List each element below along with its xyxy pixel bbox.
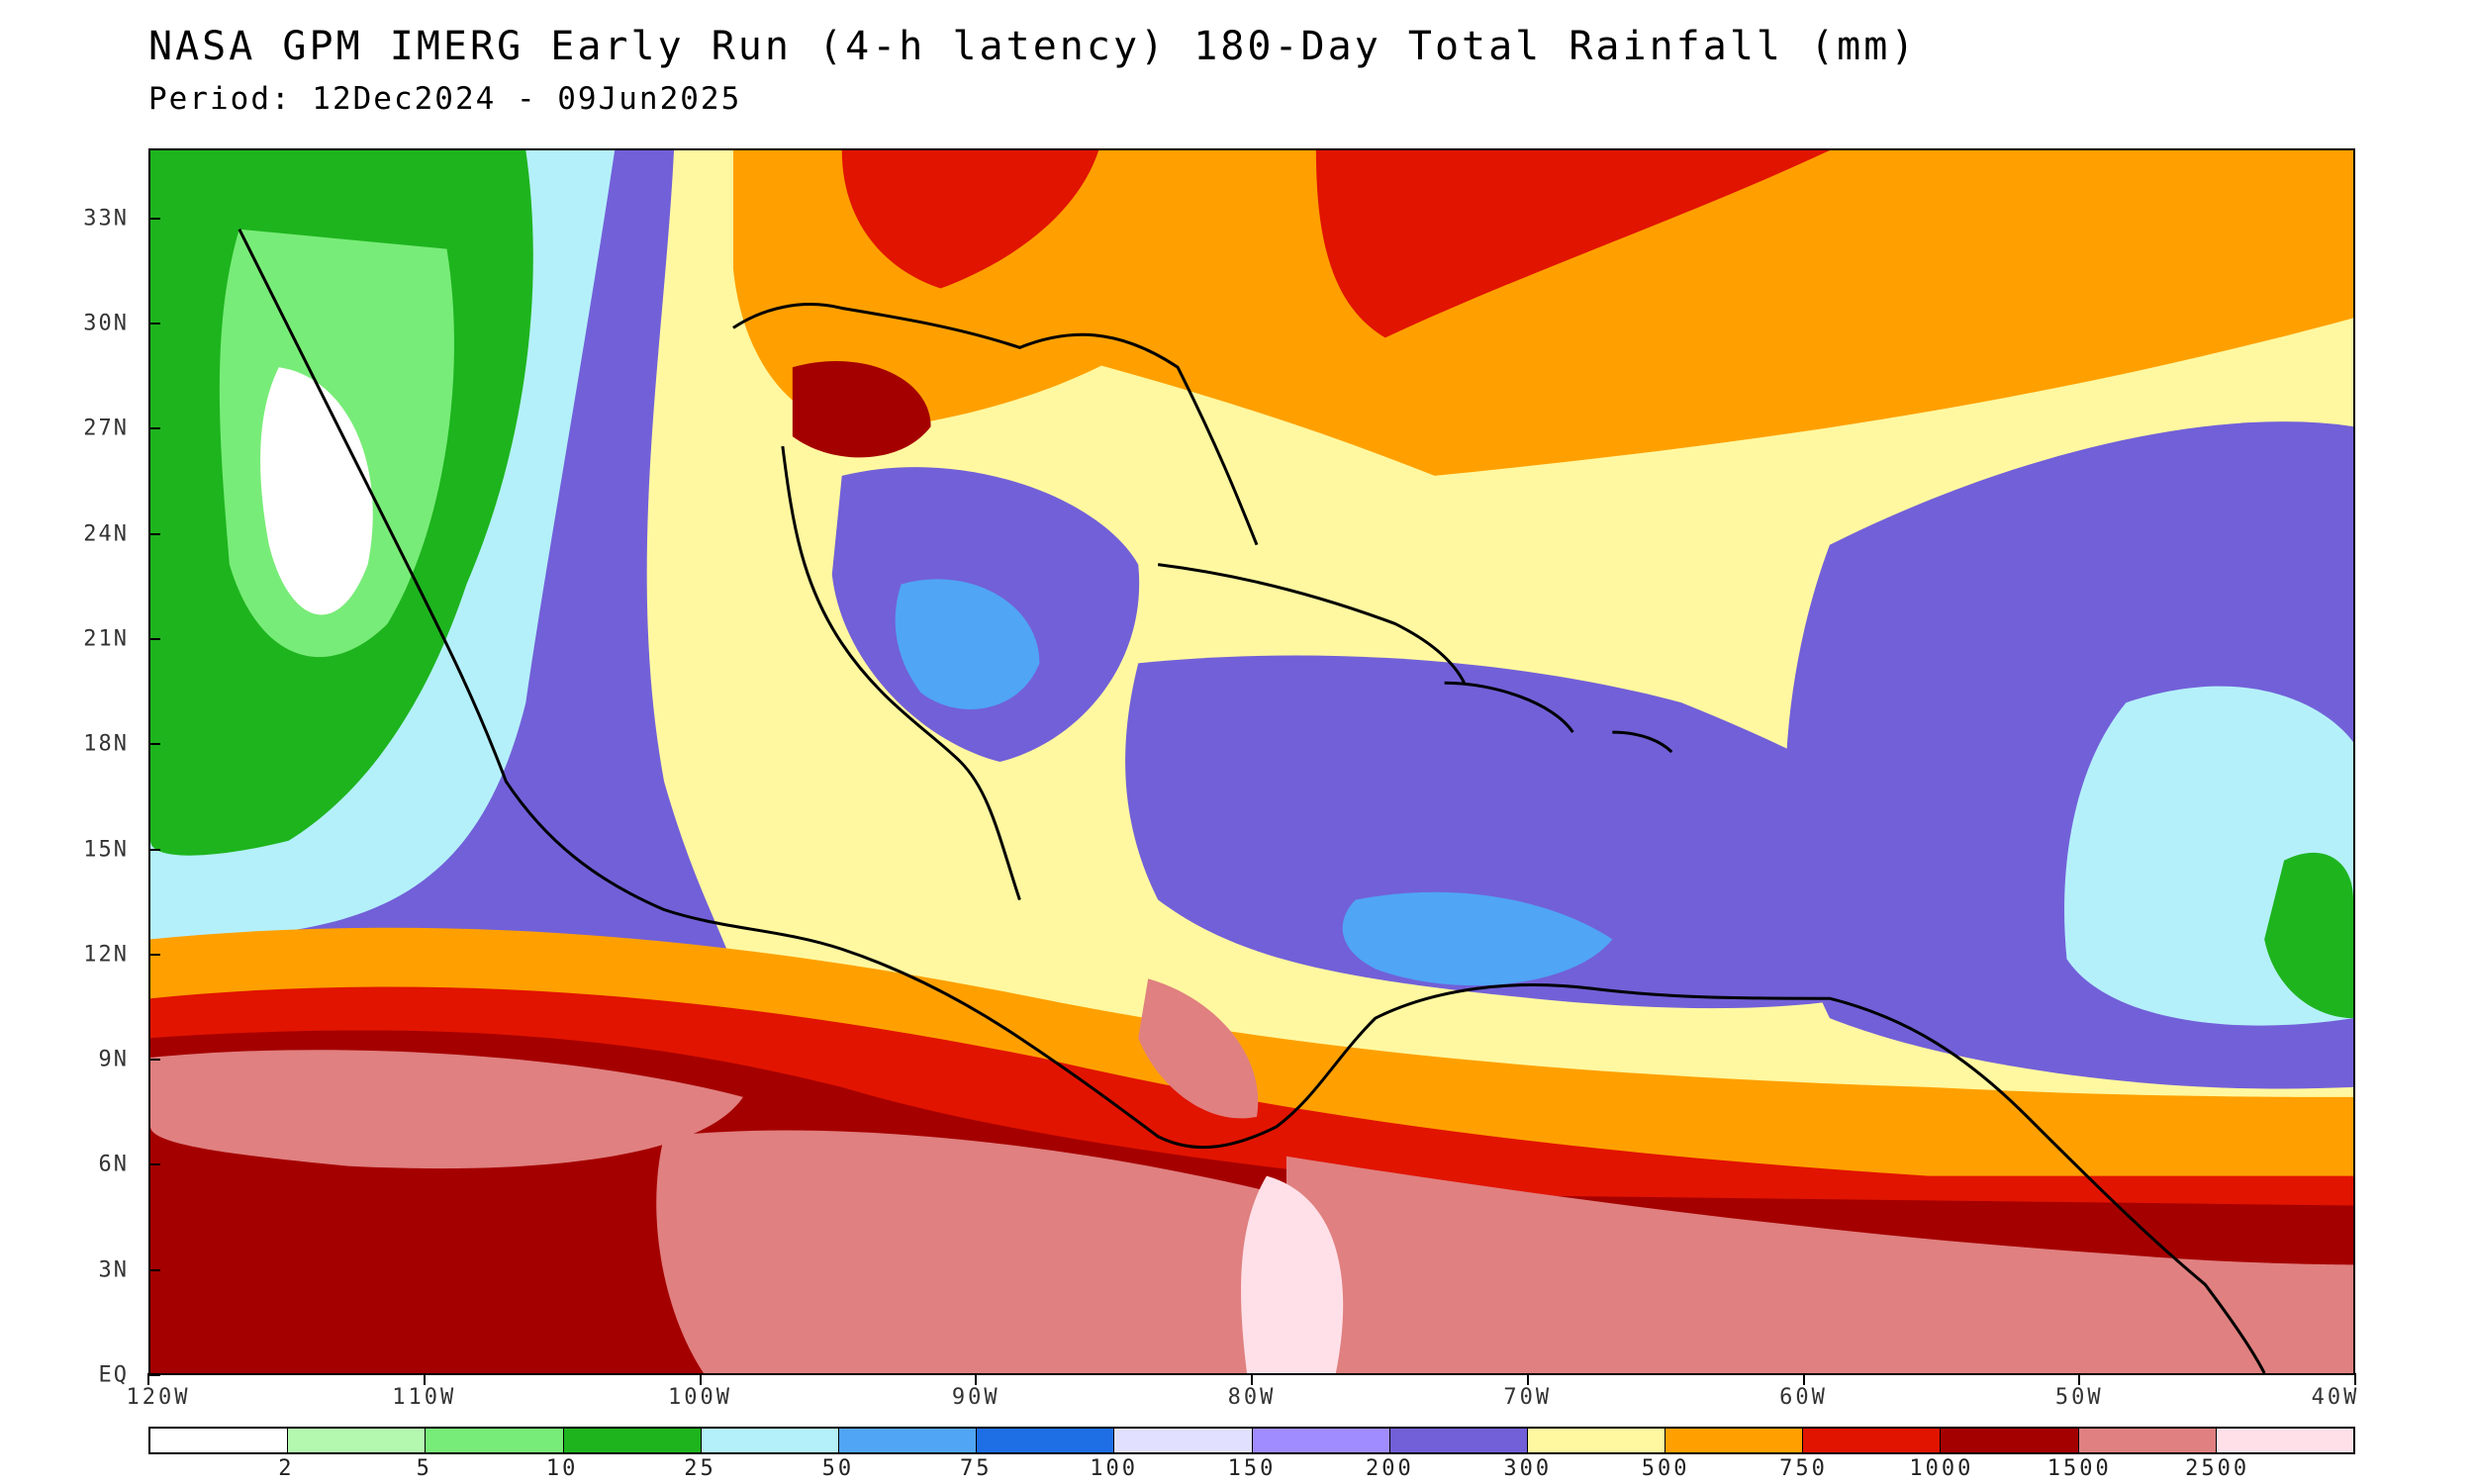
legend-swatch [563, 1429, 702, 1452]
map-period: Period: 12Dec2024 - 09Jun2025 [148, 81, 742, 117]
atlantic-east-green [2264, 852, 2353, 1019]
legend-label: 300 [1503, 1456, 1553, 1481]
longitude-tick-mark [1802, 1373, 1805, 1385]
legend-swatch [288, 1429, 427, 1452]
longitude-tick-mark [423, 1373, 426, 1385]
longitude-tick-label: 110W [392, 1385, 457, 1410]
legend-label: 2500 [2185, 1456, 2250, 1481]
latitude-tick-label: 21N [83, 626, 129, 652]
legend-swatch [2216, 1429, 2353, 1452]
rainfall-field [150, 150, 2353, 1373]
legend-label: 500 [1641, 1456, 1690, 1481]
latitude-tick-label: 24N [83, 521, 129, 547]
caribbean-blue [1342, 891, 1613, 986]
colombia-lightpink [1241, 1175, 1344, 1373]
legend-swatch [1527, 1429, 1666, 1452]
desert-white [260, 367, 373, 615]
latitude-tick-mark [148, 1268, 160, 1271]
legend-label: 100 [1090, 1456, 1138, 1481]
legend-colorbar [148, 1427, 2355, 1454]
longitude-tick-mark [2354, 1373, 2356, 1385]
latitude-tick-label: 18N [83, 731, 129, 757]
legend-swatch [977, 1429, 1115, 1452]
latitude-tick-mark [148, 427, 160, 430]
longitude-tick-label: 90W [951, 1385, 1000, 1410]
texas-coast-red [792, 361, 931, 458]
latitude-tick-mark [148, 532, 160, 535]
latitude-tick-label: 3N [98, 1257, 129, 1283]
longitude-tick-label: 100W [668, 1385, 732, 1410]
latitude-tick-mark [148, 1163, 160, 1166]
south-america-pink [1285, 1156, 2353, 1373]
map-title: NASA GPM IMERG Early Run (4-h latency) 1… [148, 24, 1918, 69]
coastlines [238, 229, 2266, 1373]
latitude-tick-label: 27N [83, 416, 129, 441]
latitude-tick-mark [148, 1374, 160, 1376]
legend-swatch [1389, 1429, 1528, 1452]
latitude-tick-mark [148, 953, 160, 956]
latitude-tick-mark [148, 638, 160, 640]
legend-label: 5 [416, 1456, 432, 1481]
longitude-tick-mark [975, 1373, 978, 1385]
latitude-tick-label: 15N [83, 837, 129, 863]
longitude-tick-mark [699, 1373, 702, 1385]
legend-label: 75 [960, 1456, 993, 1481]
longitude-tick-mark [2078, 1373, 2081, 1385]
longitude-tick-label: 80W [1227, 1385, 1277, 1410]
legend-swatch [1803, 1429, 1942, 1452]
latitude-tick-label: 30N [83, 311, 129, 336]
legend-swatch [1665, 1429, 1804, 1452]
legend-swatch [1252, 1429, 1390, 1452]
legend-label: 200 [1366, 1456, 1414, 1481]
longitude-tick-label: 70W [1503, 1385, 1553, 1410]
legend-swatch [2078, 1429, 2217, 1452]
latitude-tick-label: 6N [98, 1152, 129, 1177]
rainfall-map[interactable] [148, 148, 2355, 1375]
latitude-tick-label: 9N [98, 1047, 129, 1072]
legend-swatch [426, 1429, 564, 1452]
itcz-pink-west [150, 1050, 743, 1169]
legend-label: 1500 [2046, 1456, 2112, 1481]
latitude-tick-label: 33N [83, 206, 129, 232]
legend-swatch [150, 1429, 289, 1452]
legend-label: 10 [545, 1456, 579, 1481]
longitude-tick-label: 40W [2311, 1385, 2360, 1410]
legend-label: 750 [1779, 1456, 1828, 1481]
legend-label: 2 [278, 1456, 295, 1481]
latitude-tick-label: EQ [98, 1362, 129, 1388]
longitude-tick-mark [1526, 1373, 1529, 1385]
latitude-tick-mark [148, 217, 160, 220]
longitude-tick-label: 60W [1779, 1385, 1828, 1410]
itcz-pink-central [656, 1130, 1369, 1373]
longitude-tick-label: 50W [2054, 1385, 2104, 1410]
gulf-blue [895, 579, 1040, 710]
legend-label: 50 [821, 1456, 855, 1481]
atlantic-red-band [1315, 150, 1830, 338]
us-southeast-red [841, 150, 1099, 289]
latitude-tick-mark [148, 848, 160, 851]
legend-swatch [838, 1429, 978, 1452]
longitude-tick-mark [1251, 1373, 1253, 1385]
latitude-tick-label: 12N [83, 942, 129, 968]
latitude-tick-mark [148, 323, 160, 325]
legend-label: 1000 [1909, 1456, 1974, 1481]
legend-swatch [1941, 1429, 2079, 1452]
legend-label: 25 [684, 1456, 716, 1481]
latitude-tick-mark [148, 743, 160, 746]
central-america-pink [1138, 978, 1259, 1119]
legend-swatch [701, 1429, 839, 1452]
latitude-tick-mark [148, 1059, 160, 1062]
legend-label: 150 [1227, 1456, 1277, 1481]
legend-swatch [1114, 1429, 1253, 1452]
longitude-tick-label: 120W [126, 1385, 191, 1410]
longitude-tick-mark [147, 1373, 149, 1385]
